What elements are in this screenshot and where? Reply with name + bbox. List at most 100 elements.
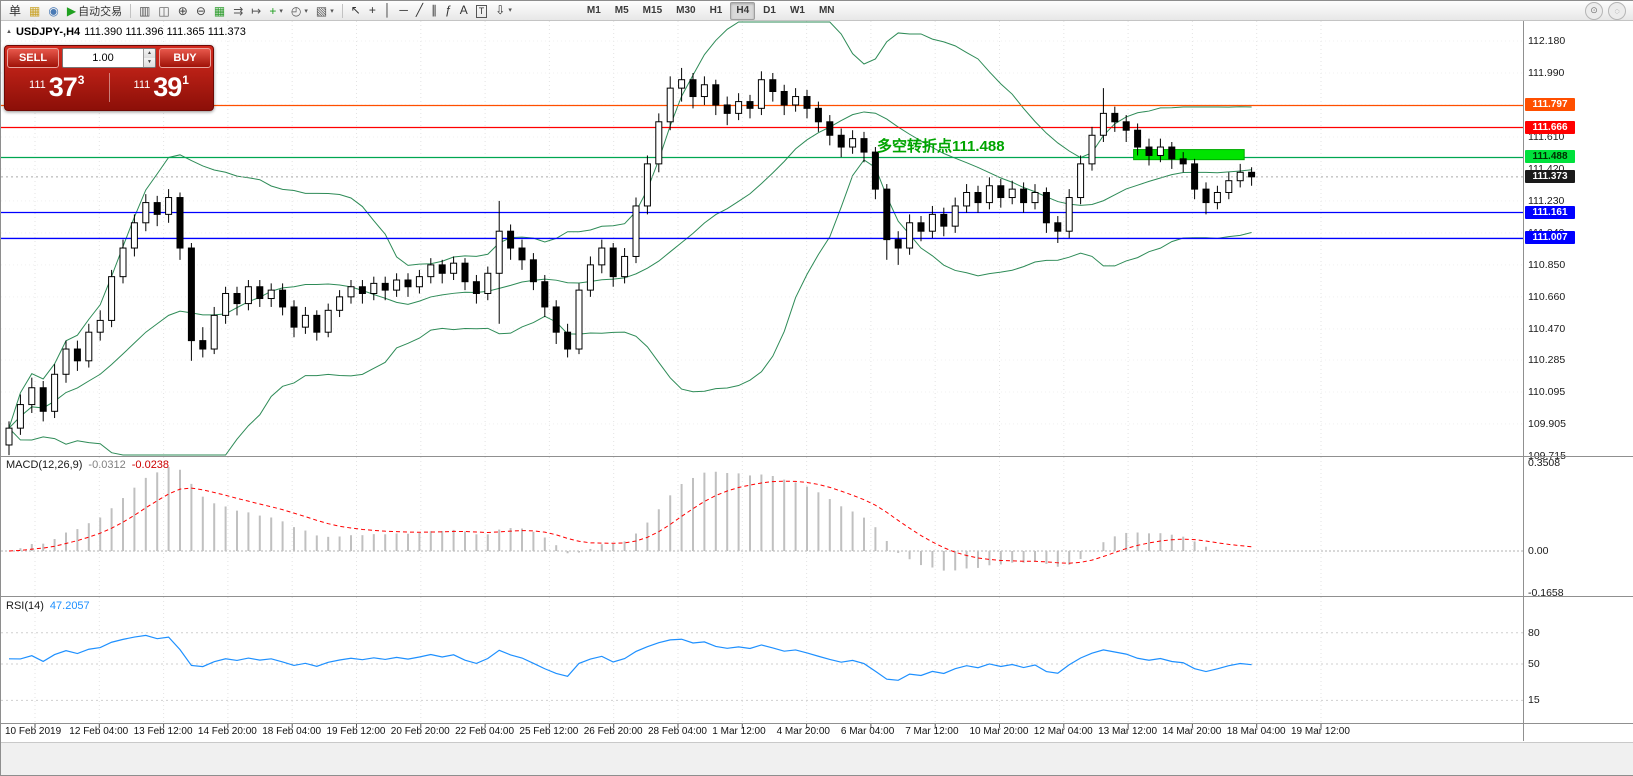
dropdown-caret-icon: ▾ <box>279 7 283 15</box>
time-label: 7 Mar 12:00 <box>905 726 959 737</box>
zoom-in-icon[interactable]: ⊕ <box>174 1 192 20</box>
fibonacci-icon: ƒ <box>445 2 452 17</box>
time-label: 19 Feb 12:00 <box>326 726 386 737</box>
chart-shift-icon: ↦ <box>251 3 262 18</box>
zoom-out-icon[interactable]: ⊖ <box>192 1 210 20</box>
text-icon: A <box>459 2 468 17</box>
dropdown-caret-icon: ▾ <box>508 6 512 14</box>
price-tick: 109.905 <box>1528 417 1566 430</box>
timeframe-w1[interactable]: W1 <box>789 4 805 16</box>
periods-icon[interactable]: ◴ ▾ <box>287 1 312 20</box>
volume-up-button[interactable]: ▲ <box>144 49 155 58</box>
add-indicator-icon[interactable]: + ▾ <box>265 1 287 20</box>
price-badge: 111.666 <box>1525 120 1575 134</box>
add-indicator-icon: + <box>269 3 277 18</box>
timeframe-mn[interactable]: MN <box>818 4 835 16</box>
timeframe-h4[interactable]: H4 <box>730 1 756 20</box>
hlines-layer <box>1 104 1523 240</box>
candlestick-chart-icon: ◫ <box>158 3 170 18</box>
arrows-icon[interactable]: ⇩ ▾ <box>491 1 516 19</box>
autotrade-button[interactable]: ▶ 自动交易 <box>63 1 126 20</box>
price-tick: 110.470 <box>1528 322 1566 335</box>
label-icon: T <box>475 4 488 18</box>
time-label: 18 Feb 04:00 <box>262 726 322 737</box>
search-icon[interactable]: ⊙ <box>1585 1 1603 20</box>
cursor-icon[interactable]: ↖ <box>347 1 365 19</box>
price-badge: 111.373 <box>1525 169 1575 183</box>
macd-layer <box>1 467 1523 571</box>
zoom-out-icon: ⊖ <box>195 3 206 18</box>
timeframe-h1[interactable]: H1 <box>709 4 723 16</box>
tile-windows-icon: ▦ <box>213 3 226 18</box>
chart-shift-icon[interactable]: ↦ <box>247 1 265 20</box>
time-label: 13 Feb 12:00 <box>133 726 193 737</box>
price-badge: 111.488 <box>1525 150 1575 164</box>
bar-chart-icon[interactable]: ▥ <box>135 1 154 20</box>
candlestick-chart-icon[interactable]: ◫ <box>154 1 173 20</box>
status-bar <box>1 742 1633 775</box>
time-label: 10 Mar 20:00 <box>969 726 1029 737</box>
profiles-icon[interactable]: ▦ <box>25 1 44 20</box>
time-label: 6 Mar 04:00 <box>840 726 895 737</box>
fibonacci-icon[interactable]: ƒ <box>441 1 456 19</box>
price-tick: 109.715 <box>1528 449 1566 462</box>
toolbar-separator <box>130 3 132 18</box>
time-label: 19 Mar 12:00 <box>1291 726 1350 737</box>
time-label: 20 Feb 20:00 <box>390 726 450 737</box>
market-watch-icon[interactable]: ◉ <box>44 1 62 20</box>
rsi-name: RSI(14) <box>6 600 44 612</box>
timeframes-toolbar: M1 M5 M15 M30 H1 H4 D1 W1 MN <box>580 1 842 20</box>
macd-panel-separator[interactable] <box>1 456 1633 457</box>
rsi-value: 47.2057 <box>49 600 90 612</box>
rsi-label: RSI(14) 47.2057 <box>6 600 90 612</box>
rsi-panel-separator[interactable] <box>1 596 1633 597</box>
tile-windows-icon[interactable]: ▦ <box>210 1 229 20</box>
price-axis: 112.180111.990111.800111.610111.420111.2… <box>1524 21 1633 741</box>
chart-canvas[interactable] <box>1 21 1523 741</box>
rsi-scale-tick: 80 <box>1528 626 1540 639</box>
macd-main-value: -0.0312 <box>88 459 126 471</box>
buy-button[interactable]: BUY <box>159 48 211 68</box>
buy-price-prefix: 111 <box>133 78 151 91</box>
periods-icon: ◴ <box>290 3 302 18</box>
timeframe-m5[interactable]: M5 <box>614 4 629 16</box>
buy-price-button[interactable]: 111 39 1 <box>112 69 212 106</box>
auto-scroll-icon[interactable]: ⇉ <box>229 1 247 20</box>
volume-box: ▲ ▼ <box>62 48 156 68</box>
price-badge: 111.161 <box>1525 205 1575 219</box>
autotrade-label: 自动交易 <box>78 5 123 18</box>
time-label: 26 Feb 20:00 <box>583 726 643 737</box>
crosshair-icon[interactable]: + <box>365 1 380 19</box>
auto-scroll-icon: ⇉ <box>233 3 244 18</box>
macd-scale-tick: 0.3508 <box>1528 456 1561 469</box>
label-icon[interactable]: T <box>472 2 492 21</box>
macd-signal-value: -0.0238 <box>131 459 170 471</box>
cursor-icon: ↖ <box>350 2 361 17</box>
timeframe-m15[interactable]: M15 <box>642 4 663 16</box>
time-label: 14 Feb 20:00 <box>197 726 257 737</box>
chat-icon[interactable]: ◌ <box>1608 1 1626 20</box>
price-badge: 111.007 <box>1525 231 1575 245</box>
sell-button[interactable]: SELL <box>7 48 59 68</box>
volume-down-button[interactable]: ▼ <box>144 58 155 67</box>
volume-input[interactable] <box>63 49 143 67</box>
text-icon[interactable]: A <box>456 1 472 19</box>
templates-icon[interactable]: ▧ ▾ <box>312 1 338 20</box>
play-icon: ▶ <box>66 3 77 18</box>
timeframe-m30[interactable]: M30 <box>676 4 696 16</box>
sell-price-button[interactable]: 111 37 3 <box>7 69 107 106</box>
vertical-line-icon: │ <box>383 2 392 17</box>
new-order-button[interactable]: 单 <box>5 1 25 20</box>
trendline-icon[interactable]: ╱ <box>412 1 427 19</box>
grid-layer <box>1 21 1523 728</box>
buy-price-sup: 1 <box>182 72 189 87</box>
horizontal-line-icon[interactable]: ─ <box>395 1 412 19</box>
time-label: 10 Feb 2019 <box>5 726 62 737</box>
arrows-icon: ⇩ <box>495 2 506 17</box>
price-tick: 110.285 <box>1528 353 1566 366</box>
time-axis: 10 Feb 2019 12 Feb 04:00 13 Feb 12:00 14 Fe… <box>1 726 1523 741</box>
timeframe-m1[interactable]: M1 <box>586 4 601 16</box>
timeframe-d1[interactable]: D1 <box>763 4 776 16</box>
channel-icon[interactable]: ∥ <box>427 1 441 19</box>
vertical-line-icon[interactable]: │ <box>380 1 396 19</box>
